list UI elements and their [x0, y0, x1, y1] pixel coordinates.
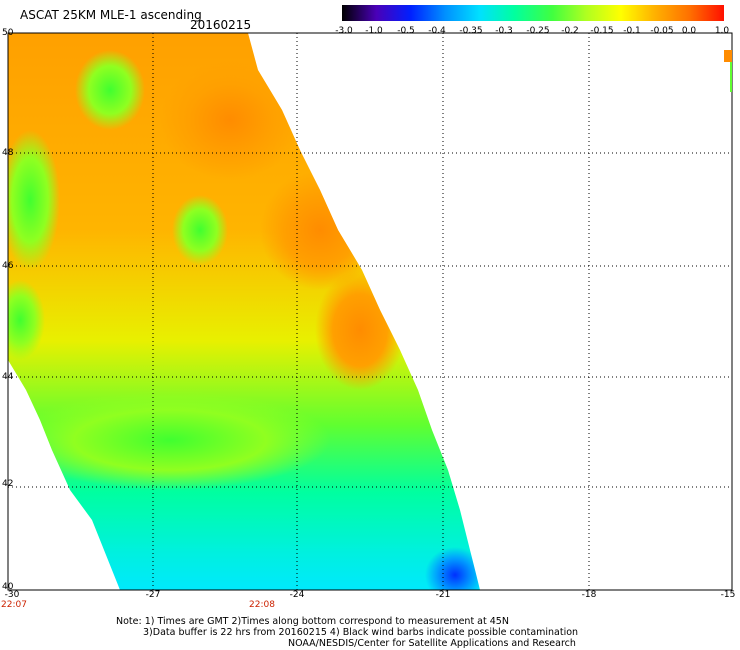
colorbar-label: -0.15 — [590, 26, 614, 36]
map-date: 20160215 — [190, 18, 252, 32]
colorbar-label: -0.1 — [623, 26, 641, 36]
lat-label-42: 42 — [2, 479, 14, 489]
lat-label-46: 46 — [2, 261, 14, 271]
colorbar-label: -0.3 — [495, 26, 513, 36]
graticule — [8, 33, 732, 590]
colorbar-label: -0.05 — [650, 26, 674, 36]
colorbar-label: -0.5 — [397, 26, 415, 36]
swath-fragment-edge — [730, 62, 732, 92]
lon-label-minus30: -30 — [4, 590, 20, 600]
lat-label-40: 40 — [2, 582, 14, 592]
colorbar-label: -0.35 — [459, 26, 483, 36]
note-line-1: Note: 1) Times are GMT 2)Times along bot… — [116, 616, 509, 627]
colorbar — [342, 5, 724, 21]
note-line-3: NOAA/NESDIS/Center for Satellite Applica… — [288, 638, 576, 649]
colorbar-label: -0.4 — [428, 26, 446, 36]
scatterometer-swath — [8, 33, 480, 590]
note-line-2: 3)Data buffer is 22 hrs from 20160215 4)… — [143, 627, 579, 638]
colorbar-label: -1.0 — [365, 26, 383, 36]
lat-label-50: 50 — [2, 28, 14, 38]
lon-label-minus18: -18 — [581, 590, 597, 600]
map-frame — [7, 32, 733, 591]
time-label-start: 22:07 — [1, 600, 27, 610]
swath-fragment — [724, 50, 732, 62]
colorbar-label: -0.25 — [526, 26, 550, 36]
lon-label-minus24: -24 — [289, 590, 305, 600]
lon-label-minus21: -21 — [435, 590, 451, 600]
lon-label-minus15: -15 — [720, 590, 736, 600]
lat-label-44: 44 — [2, 372, 14, 382]
colorbar-label: -3.0 — [335, 26, 353, 36]
lat-label-48: 48 — [2, 148, 14, 158]
time-label-mid: 22:08 — [249, 600, 275, 610]
colorbar-label: 1.0 — [714, 26, 730, 36]
map-title: ASCAT 25KM MLE-1 ascending — [20, 8, 202, 22]
colorbar-label: 0.0 — [681, 26, 697, 36]
colorbar-label: -0.2 — [561, 26, 579, 36]
lon-label-minus27: -27 — [145, 590, 161, 600]
